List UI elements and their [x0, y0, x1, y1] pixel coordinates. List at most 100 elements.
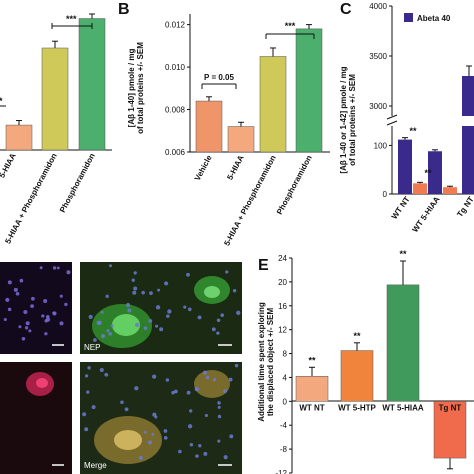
panel-c-axis-break-2 — [386, 120, 398, 126]
panel-b-label: B — [118, 1, 130, 18]
cell-nucleus — [187, 307, 192, 312]
cell-nucleus — [148, 319, 153, 323]
cell-nucleus — [124, 407, 129, 412]
panel-c-bar-series-2 — [443, 187, 457, 194]
panel-b-bar — [259, 56, 287, 153]
panel-e-sig-label: ** — [308, 355, 316, 365]
panel-c-ytick-label: 0 — [383, 190, 388, 199]
micrograph-dapi — [0, 262, 72, 354]
panel-e-category-label: Tg NT — [439, 403, 462, 412]
cell-nucleus — [86, 390, 90, 394]
cell-nucleus — [141, 290, 145, 295]
cell-nucleus — [217, 439, 221, 443]
cell-nucleus — [232, 289, 237, 293]
cell-nucleus — [143, 326, 148, 330]
cell-nucleus — [178, 449, 182, 454]
cell-nucleus — [220, 313, 225, 318]
panel-a-sig-label-1: * — [0, 96, 3, 106]
panel-b-bar — [195, 100, 223, 153]
panel-b: B [Aβ 1-40] pmole / mg of total proteins… — [118, 1, 330, 247]
cell-nucleus — [41, 314, 45, 318]
cell-nucleus — [157, 288, 161, 292]
cell-nucleus — [87, 366, 91, 370]
panel-e-ytick-label: 24 — [278, 254, 287, 263]
panel-c-bar-series-2 — [413, 183, 427, 194]
cell-nucleus — [13, 287, 18, 292]
panel-b-ytick-label: 0.006 — [165, 148, 186, 157]
cell-nucleus — [99, 367, 104, 373]
panel-e-ytick-label: 12 — [278, 326, 287, 335]
cell-nucleus — [205, 375, 210, 380]
panel-c-sig-label-2: ** — [424, 168, 432, 178]
cell-nucleus — [229, 434, 234, 439]
panel-c-ylabel-2: of total proteins +/- SEM — [348, 74, 357, 166]
cell-nucleus — [186, 272, 190, 277]
cell-nucleus — [109, 264, 112, 268]
panel-b-ylabel-1: [Aβ 1-40] pmole / mg — [127, 49, 136, 128]
cell-nucleus — [173, 389, 178, 394]
panel-c-legend-swatch — [404, 13, 413, 22]
cell-nucleus — [120, 400, 124, 405]
micrograph-merge-label: Merge — [84, 461, 107, 470]
panel-c-sig-label-1: ** — [409, 126, 417, 136]
cell-nucleus — [163, 429, 168, 433]
cell-nucleus — [31, 296, 35, 301]
panel-b-ylabel-2: of total proteins +/- SEM — [136, 42, 145, 134]
cell-nucleus — [152, 412, 157, 417]
cell-nucleus — [21, 337, 26, 341]
cell-nucleus — [165, 378, 170, 382]
panel-c-label: C — [340, 1, 352, 18]
cell-nucleus — [46, 315, 50, 319]
panel-e-ytick-label: 0 — [283, 397, 288, 406]
panel-e-category-label: WT NT — [299, 403, 324, 412]
cell-nucleus — [198, 444, 202, 448]
panel-b-category-label: Vehicle — [193, 153, 214, 182]
panel-c-category-label: Tg NT — [455, 195, 474, 219]
panel-e-ylabel-1: Additional time spent exploring — [257, 302, 266, 422]
cell-nucleus — [203, 451, 208, 456]
cell-nucleus — [100, 310, 104, 314]
panel-e-ylabel-2: the displaced object +/- SEM — [266, 308, 275, 417]
panel-c-bar-abeta40 — [398, 139, 412, 194]
panel-a-cat-3: Phosphoramidon — [58, 152, 97, 214]
cell-nucleus — [189, 409, 193, 413]
cell-nucleus — [52, 311, 56, 315]
panel-e-bar — [386, 284, 420, 402]
panel-e-ytick-label: 16 — [278, 302, 287, 311]
cell-nucleus — [228, 377, 233, 382]
panel-a-bar — [5, 124, 33, 151]
cell-nucleus — [223, 455, 228, 460]
cell-nucleus — [217, 401, 221, 405]
cell-nucleus — [132, 290, 137, 295]
cell-nucleus — [59, 321, 64, 326]
cell-nucleus — [82, 412, 87, 417]
cell-nucleus — [93, 338, 97, 342]
cell-nucleus — [64, 302, 68, 307]
cell-nucleus — [59, 294, 63, 298]
cell-nucleus — [7, 280, 12, 285]
panel-b-ytick-label: 0.012 — [165, 21, 186, 30]
panel-b-ytick-label: 0.008 — [165, 106, 186, 115]
panel-a-bar — [78, 18, 106, 151]
panel-b-category-label: 5-HIAA — [225, 154, 246, 182]
cell-nucleus — [127, 308, 132, 313]
panel-e-bar — [433, 401, 467, 459]
cell-nucleus — [155, 324, 159, 328]
panel-c-bar-abeta40 — [462, 126, 474, 194]
panel-c: C [Aβ 1-40 or 1-42] pmole / mg of total … — [339, 1, 474, 234]
cell-nucleus — [155, 305, 161, 310]
panel-b-sig-label: *** — [285, 21, 296, 31]
cell-nucleus — [125, 302, 131, 308]
panel-a-bar — [41, 47, 69, 151]
cell-nucleus — [23, 309, 28, 315]
cell-nucleus — [66, 270, 71, 275]
panel-c-ytick-label: 3000 — [369, 102, 387, 111]
cell-nucleus — [7, 307, 12, 312]
cell-nucleus — [134, 386, 139, 391]
cell-nucleus — [149, 291, 153, 296]
cell-nucleus — [28, 329, 32, 333]
cell-nucleus — [5, 297, 10, 303]
cell-nucleus — [189, 443, 194, 447]
panel-e-category-label: WT 5-HIAA — [382, 403, 424, 412]
cell-nucleus — [183, 305, 187, 309]
